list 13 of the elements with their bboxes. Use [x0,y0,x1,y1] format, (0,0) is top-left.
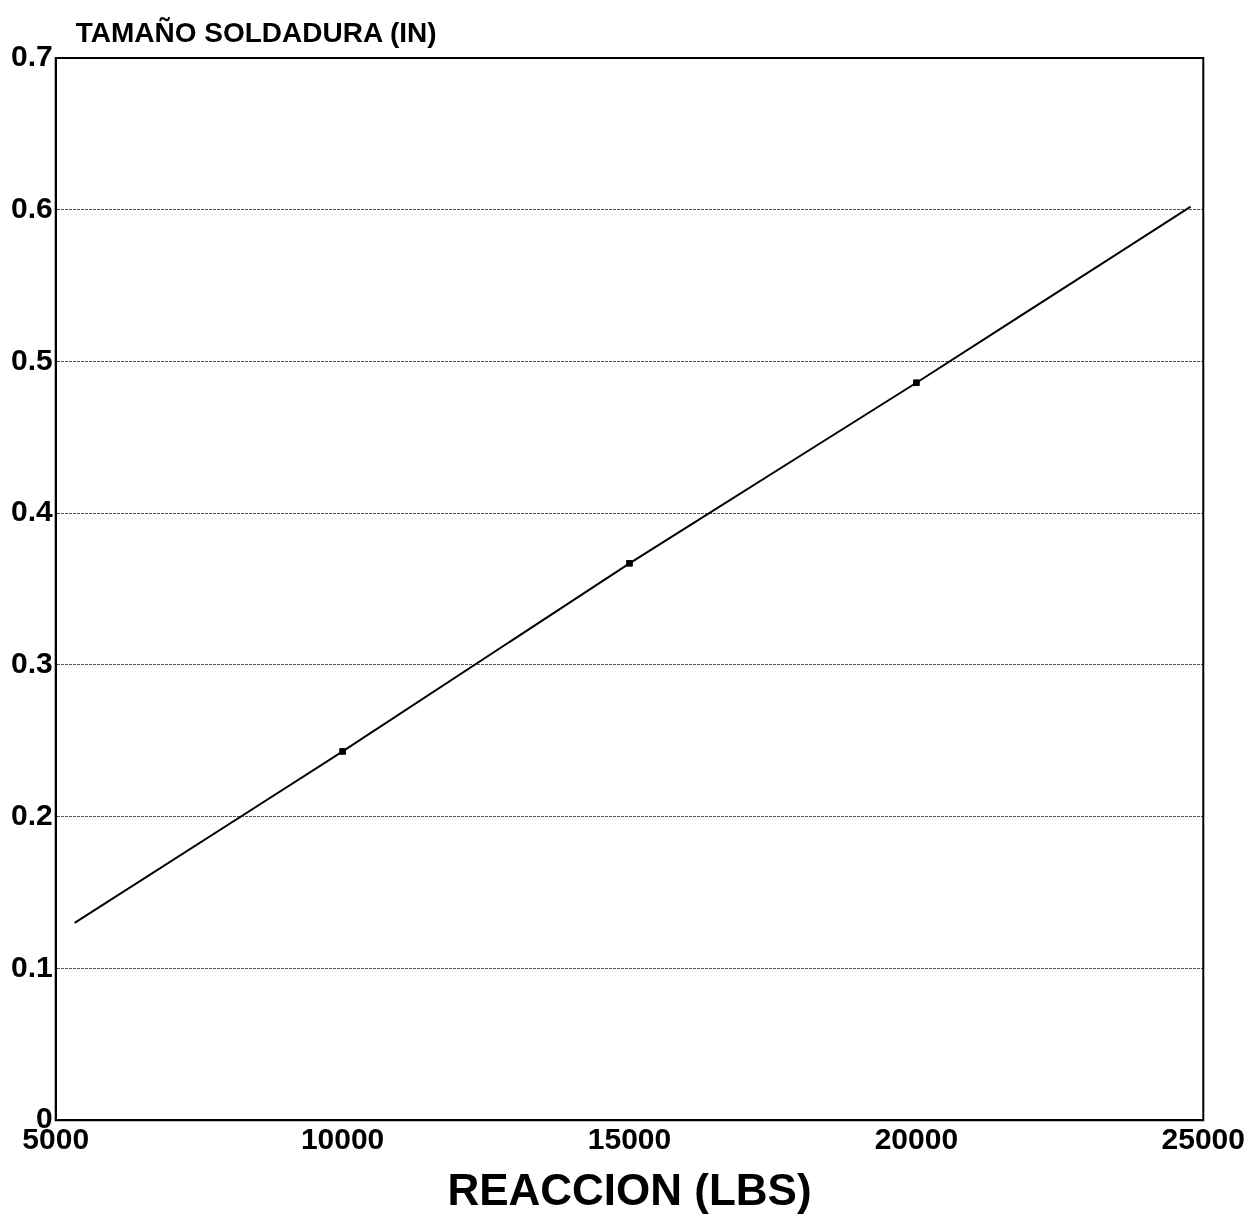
y-tick-label: 0.1 [10,949,53,983]
y-tick-label: 0.7 [10,39,53,73]
x-tick-label: 10000 [300,1122,385,1156]
y-tick-label: 0.5 [10,342,53,376]
x-tick-label: 20000 [874,1122,959,1156]
x-tick-label: 15000 [587,1122,672,1156]
y-axis-title: TAMAÑO SOLDADURA (IN) [75,16,437,48]
x-axis-title: REACCION (LBS) [447,1164,812,1214]
y-tick-label: 0.4 [10,494,53,528]
y-tick-label: 0.6 [10,191,53,225]
y-tick-label: 0.2 [10,797,53,831]
x-tick-label: 25000 [1161,1122,1246,1156]
y-tick-label: 0.3 [10,646,53,680]
